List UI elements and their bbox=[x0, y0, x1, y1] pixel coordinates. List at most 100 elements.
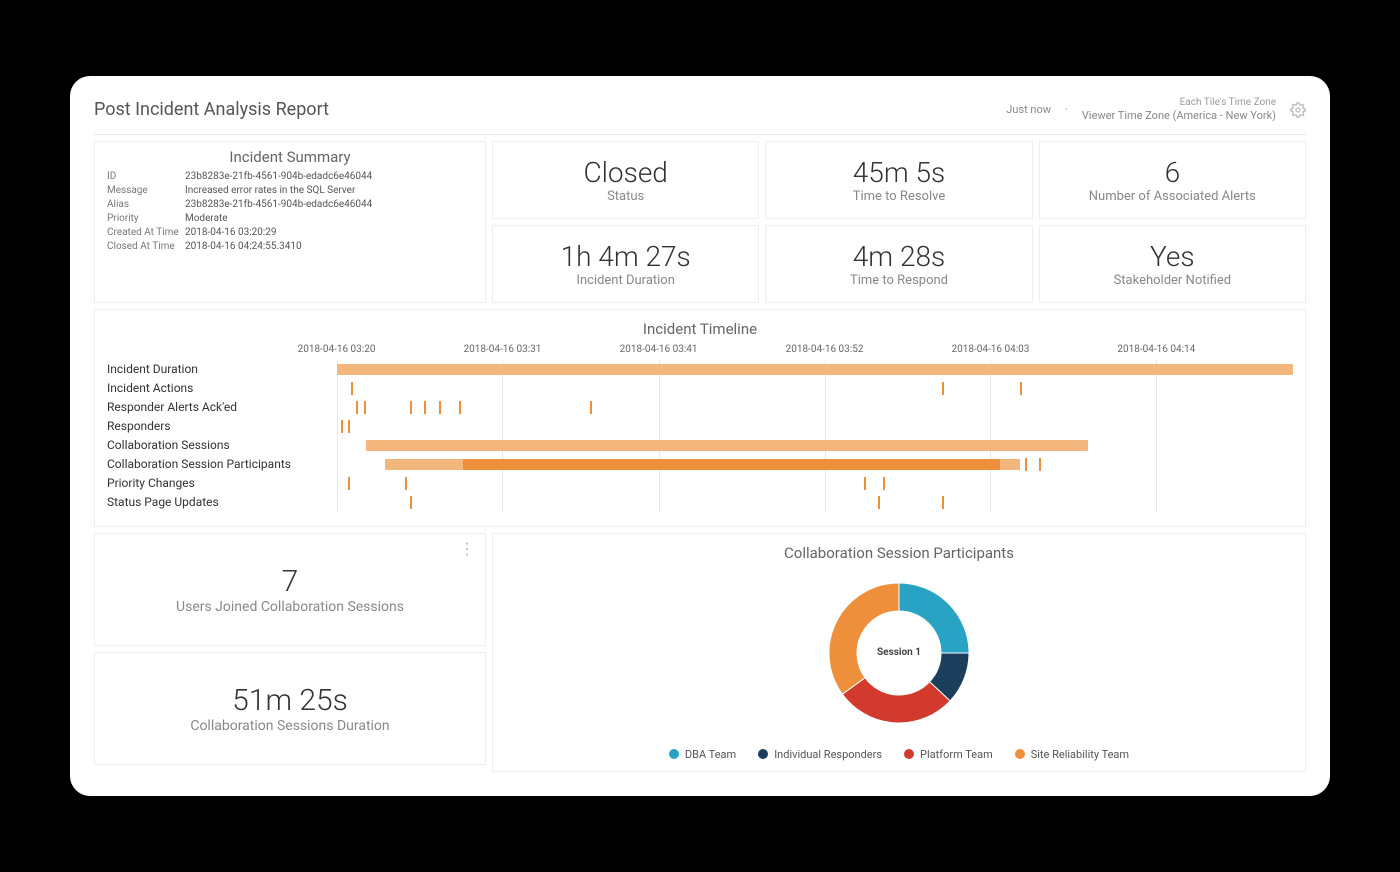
timeline-tick bbox=[364, 401, 366, 414]
legend-item: Site Reliability Team bbox=[1015, 748, 1129, 761]
timeline-tick bbox=[348, 477, 350, 490]
timeline-tick bbox=[942, 496, 944, 509]
timeline-tick bbox=[410, 496, 412, 509]
stat-value: 7 bbox=[282, 564, 299, 599]
timeline-tick bbox=[410, 401, 412, 414]
donut-legend: DBA Team Individual Responders Platform Te… bbox=[669, 748, 1129, 761]
donut-chart: Session 1 bbox=[814, 568, 984, 738]
timeline-bar bbox=[463, 459, 1000, 470]
summary-key: Created At Time bbox=[105, 226, 183, 240]
timeline-tick bbox=[864, 477, 866, 490]
legend-swatch bbox=[669, 749, 679, 759]
legend-label: Platform Team bbox=[920, 748, 993, 761]
timeline-tick bbox=[590, 401, 592, 414]
stat-label: Collaboration Sessions Duration bbox=[190, 718, 389, 734]
timeline-lane-label: Incident Actions bbox=[107, 379, 317, 398]
timeline-tick bbox=[1039, 458, 1041, 471]
tz-label: Each Tile's Time Zone bbox=[1082, 96, 1276, 109]
time-tick: 2018-04-16 03:52 bbox=[786, 344, 864, 355]
stat-value: 6 bbox=[1165, 156, 1181, 189]
timeline-tick bbox=[424, 401, 426, 414]
summary-key: Alias bbox=[105, 198, 183, 212]
timeline-chart: 2018-04-16 03:202018-04-16 03:312018-04-… bbox=[317, 344, 1293, 512]
stat-tile: 45m 5sTime to Resolve bbox=[765, 141, 1032, 219]
summary-val: Increased error rates in the SQL Server bbox=[183, 184, 475, 198]
stats-grid: Incident Summary ID23b8283e-21fb-4561-90… bbox=[94, 141, 1306, 303]
header-right: Just now · Each Tile's Time Zone Viewer … bbox=[1006, 96, 1306, 123]
incident-summary-panel: Incident Summary ID23b8283e-21fb-4561-90… bbox=[94, 141, 486, 303]
timeline-lane-label: Collaboration Sessions bbox=[107, 436, 317, 455]
timeline-lane-label: Responder Alerts Ack'ed bbox=[107, 398, 317, 417]
legend-label: Site Reliability Team bbox=[1031, 748, 1129, 761]
stat-label: Time to Respond bbox=[850, 273, 948, 288]
summary-key: Closed At Time bbox=[105, 240, 183, 254]
timeline-lane-label: Priority Changes bbox=[107, 474, 317, 493]
timeline-tick bbox=[341, 420, 343, 433]
legend-item: Platform Team bbox=[904, 748, 993, 761]
summary-title: Incident Summary bbox=[105, 148, 475, 166]
time-tick: 2018-04-16 04:14 bbox=[1117, 344, 1195, 355]
time-tick: 2018-04-16 03:41 bbox=[620, 344, 698, 355]
timeline-tick bbox=[351, 382, 353, 395]
header: Post Incident Analysis Report Just now ·… bbox=[94, 96, 1306, 134]
legend-item: Individual Responders bbox=[758, 748, 882, 761]
stat-label: Status bbox=[607, 189, 644, 204]
timeline-lane-label: Status Page Updates bbox=[107, 493, 317, 512]
timeline-lane bbox=[317, 436, 1293, 455]
last-updated: Just now bbox=[1006, 103, 1051, 116]
stat-value: Closed bbox=[583, 156, 667, 189]
timeline-tick bbox=[942, 382, 944, 395]
timeline-labels: Incident DurationIncident ActionsRespond… bbox=[107, 344, 317, 512]
legend-label: Individual Responders bbox=[774, 748, 882, 761]
big-stat: ⋮7Users Joined Collaboration Sessions bbox=[94, 533, 486, 646]
timeline-title: Incident Timeline bbox=[107, 320, 1293, 338]
legend-swatch bbox=[1015, 749, 1025, 759]
stat-value: 45m 5s bbox=[853, 156, 945, 189]
summary-table: ID23b8283e-21fb-4561-904b-edadc6e46044Me… bbox=[105, 170, 475, 254]
more-icon[interactable]: ⋮ bbox=[459, 542, 475, 556]
stat-tile: 1h 4m 27sIncident Duration bbox=[492, 225, 759, 303]
summary-key: ID bbox=[105, 170, 183, 184]
timeline-tick bbox=[439, 401, 441, 414]
timeline-tick bbox=[356, 401, 358, 414]
donut-title: Collaboration Session Participants bbox=[784, 544, 1014, 562]
stat-tile: ClosedStatus bbox=[492, 141, 759, 219]
legend-swatch bbox=[758, 749, 768, 759]
timeline-lane-label: Incident Duration bbox=[107, 360, 317, 379]
timeline-lane-label: Collaboration Session Participants bbox=[107, 455, 317, 474]
timeline-lane bbox=[317, 455, 1293, 474]
summary-key: Priority bbox=[105, 212, 183, 226]
page-title: Post Incident Analysis Report bbox=[94, 99, 329, 120]
timeline-lane bbox=[317, 360, 1293, 379]
left-stats: ⋮7Users Joined Collaboration Sessions51m… bbox=[94, 533, 486, 772]
stat-label: Incident Duration bbox=[576, 273, 675, 288]
timeline-bar bbox=[366, 440, 1088, 451]
legend-swatch bbox=[904, 749, 914, 759]
legend-label: DBA Team bbox=[685, 748, 736, 761]
summary-val: 2018-04-16 04:24:55.3410 bbox=[183, 240, 475, 254]
timeline-lane bbox=[317, 417, 1293, 436]
summary-val: 2018-04-16 03:20:29 bbox=[183, 226, 475, 240]
timeline-lane bbox=[317, 493, 1293, 512]
summary-key: Message bbox=[105, 184, 183, 198]
timeline-tick bbox=[459, 401, 461, 414]
summary-val: 23b8283e-21fb-4561-904b-edadc6e46044 bbox=[183, 198, 475, 212]
tz-value: Viewer Time Zone (America - New York) bbox=[1082, 109, 1276, 123]
stat-tile: 4m 28sTime to Respond bbox=[765, 225, 1032, 303]
stat-value: Yes bbox=[1150, 240, 1195, 273]
big-stat: 51m 25sCollaboration Sessions Duration bbox=[94, 652, 486, 765]
time-tick: 2018-04-16 03:31 bbox=[464, 344, 542, 355]
timeline-lane bbox=[317, 379, 1293, 398]
timeline-lane bbox=[317, 398, 1293, 417]
timeline-tick bbox=[405, 477, 407, 490]
summary-val: Moderate bbox=[183, 212, 475, 226]
timeline-lane-label: Responders bbox=[107, 417, 317, 436]
timeline-tick bbox=[878, 496, 880, 509]
timeline-tick bbox=[1020, 382, 1022, 395]
timeline-lane bbox=[317, 474, 1293, 493]
gear-icon[interactable] bbox=[1290, 102, 1306, 118]
summary-val: 23b8283e-21fb-4561-904b-edadc6e46044 bbox=[183, 170, 475, 184]
stat-label: Number of Associated Alerts bbox=[1089, 189, 1256, 204]
donut-center-label: Session 1 bbox=[814, 568, 984, 738]
timeline-panel: Incident Timeline Incident DurationIncid… bbox=[94, 309, 1306, 527]
